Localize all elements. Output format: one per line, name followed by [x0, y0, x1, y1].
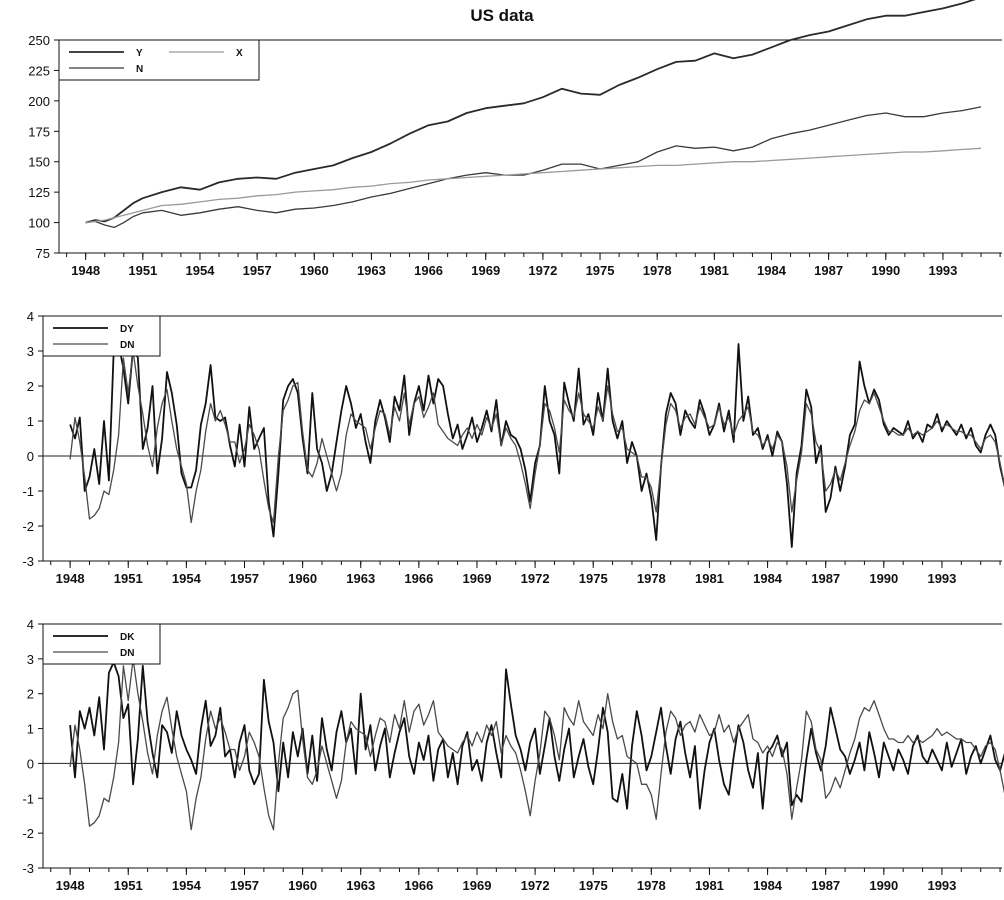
y-tick-label: 4: [27, 617, 34, 632]
x-tick-label: 1948: [56, 878, 85, 893]
x-tick-label: 1966: [414, 263, 443, 278]
x-tick-label: 1963: [346, 878, 375, 893]
y-tick-label: 0: [27, 756, 34, 771]
x-tick-label: 1984: [753, 571, 783, 586]
legend-box: [42, 315, 161, 357]
y-tick-label: 2: [27, 379, 34, 394]
series-line-dn: [69, 658, 1004, 831]
x-tick-label: 1981: [700, 263, 729, 278]
x-tick-label: 1984: [757, 263, 787, 278]
x-tick-label: 1957: [243, 263, 272, 278]
legend-label-y: Y: [136, 48, 143, 59]
x-tick-label: 1987: [814, 263, 843, 278]
x-tick-label: 1969: [471, 263, 500, 278]
y-tick-label: -3: [22, 861, 34, 876]
y-tick-label: 3: [27, 344, 34, 359]
x-tick-label: 1990: [869, 571, 898, 586]
x-tick-label: 1993: [928, 263, 957, 278]
legend-box: [42, 623, 161, 665]
x-tick-label: 1957: [230, 878, 259, 893]
y-tick-label: 225: [28, 63, 50, 78]
x-tick-label: 1975: [586, 263, 615, 278]
y-tick-label: 100: [28, 216, 50, 231]
x-tick-label: 1969: [463, 878, 492, 893]
y-tick-label: -1: [22, 484, 34, 499]
legend-label-dy: DY: [120, 324, 134, 335]
x-tick-label: 1993: [927, 878, 956, 893]
panel-dk-dn: -3 -2 -1 0 1 2 3 4 1948 1951 1954 1957 1960 1963 1966 1…: [22, 617, 1004, 893]
y-tick-label: 3: [27, 652, 34, 667]
x-tick-label: 1969: [463, 571, 492, 586]
y-tick-label: 250: [28, 33, 50, 48]
panel-dy-dn: -3 -2 -1 0 1 2 3 4 1948 1951 1954 1957 1960 1963 1966 1…: [22, 309, 1004, 586]
x-tick-label: 1978: [637, 878, 666, 893]
x-tick-label: 1972: [528, 263, 557, 278]
x-tick-label: 1975: [579, 571, 608, 586]
y-tick-label: 4: [27, 309, 34, 324]
legend-label-x: X: [236, 48, 243, 59]
x-tick-label: 1966: [404, 571, 433, 586]
x-tick-label: 1978: [637, 571, 666, 586]
x-tick-label: 1987: [811, 878, 840, 893]
series-line-dy: [69, 343, 1004, 548]
x-tick-label: 1972: [521, 571, 550, 586]
y-tick-label: 1: [27, 722, 34, 737]
series-line-dk: [69, 661, 1004, 810]
y-tick-label: -2: [22, 826, 34, 841]
y-tick-label: 0: [27, 449, 34, 464]
x-tick-label: 1987: [811, 571, 840, 586]
x-tick-label: 1948: [71, 263, 100, 278]
y-tick-label: -2: [22, 519, 34, 534]
x-tick-label: 1951: [114, 878, 143, 893]
x-tick-label: 1948: [56, 571, 85, 586]
y-tick-label: -3: [22, 554, 34, 569]
y-tick-label: 200: [28, 94, 50, 109]
x-tick-label: 1990: [871, 263, 900, 278]
x-tick-label: 1954: [172, 878, 202, 893]
x-tick-label: 1963: [357, 263, 386, 278]
x-tick-label: 1984: [753, 878, 783, 893]
series-line-x: [85, 147, 982, 224]
x-tick-label: 1954: [186, 263, 216, 278]
x-tick-label: 1951: [128, 263, 157, 278]
x-tick-label: 1981: [695, 878, 724, 893]
x-tick-label: 1960: [288, 878, 317, 893]
x-tick-label: 1981: [695, 571, 724, 586]
x-tick-label: 1957: [230, 571, 259, 586]
y-tick-label: 75: [36, 246, 50, 261]
legend-label-n: N: [136, 64, 143, 75]
legend-label-dn: DN: [120, 648, 134, 659]
legend-label-dn: DN: [120, 340, 134, 351]
legend-label-dk: DK: [120, 632, 135, 643]
y-tick-label: 125: [28, 185, 50, 200]
x-tick-label: 1960: [300, 263, 329, 278]
panel-levels: 75 100 125 150 175 200 225 250 1948 1951 1954 1957 1…: [28, 0, 1002, 278]
x-tick-label: 1960: [288, 571, 317, 586]
x-tick-label: 1990: [869, 878, 898, 893]
x-tick-label: 1963: [346, 571, 375, 586]
series-line-n: [85, 106, 982, 229]
y-tick-label: 150: [28, 155, 50, 170]
x-tick-label: 1978: [643, 263, 672, 278]
series-line-y: [85, 0, 976, 224]
series-line-dn: [69, 350, 1004, 524]
x-tick-label: 1951: [114, 571, 143, 586]
x-tick-label: 1972: [521, 878, 550, 893]
legend-box: [58, 39, 260, 81]
x-tick-label: 1966: [404, 878, 433, 893]
y-tick-label: 2: [27, 687, 34, 702]
y-tick-label: -1: [22, 791, 34, 806]
y-tick-label: 1: [27, 414, 34, 429]
y-tick-label: 175: [28, 124, 50, 139]
x-tick-label: 1993: [927, 571, 956, 586]
x-tick-label: 1954: [172, 571, 202, 586]
page-title: US data: [470, 6, 534, 25]
x-tick-label: 1975: [579, 878, 608, 893]
